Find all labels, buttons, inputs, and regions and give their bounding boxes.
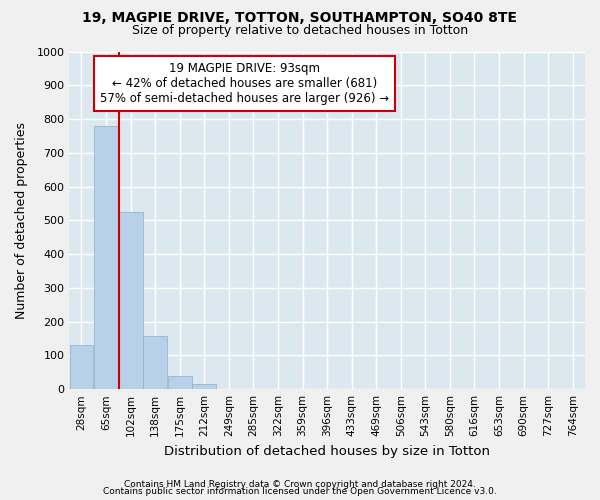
- Bar: [94, 126, 118, 389]
- Text: Contains public sector information licensed under the Open Government Licence v3: Contains public sector information licen…: [103, 487, 497, 496]
- Y-axis label: Number of detached properties: Number of detached properties: [15, 122, 28, 319]
- Bar: [168, 376, 191, 389]
- Text: 19 MAGPIE DRIVE: 93sqm
← 42% of detached houses are smaller (681)
57% of semi-de: 19 MAGPIE DRIVE: 93sqm ← 42% of detached…: [100, 62, 389, 104]
- Bar: [143, 336, 167, 389]
- Text: Size of property relative to detached houses in Totton: Size of property relative to detached ho…: [132, 24, 468, 37]
- X-axis label: Distribution of detached houses by size in Totton: Distribution of detached houses by size …: [164, 444, 490, 458]
- Bar: [193, 384, 216, 389]
- Text: 19, MAGPIE DRIVE, TOTTON, SOUTHAMPTON, SO40 8TE: 19, MAGPIE DRIVE, TOTTON, SOUTHAMPTON, S…: [83, 11, 517, 25]
- Text: Contains HM Land Registry data © Crown copyright and database right 2024.: Contains HM Land Registry data © Crown c…: [124, 480, 476, 489]
- Bar: [119, 212, 143, 389]
- Bar: [70, 346, 94, 389]
